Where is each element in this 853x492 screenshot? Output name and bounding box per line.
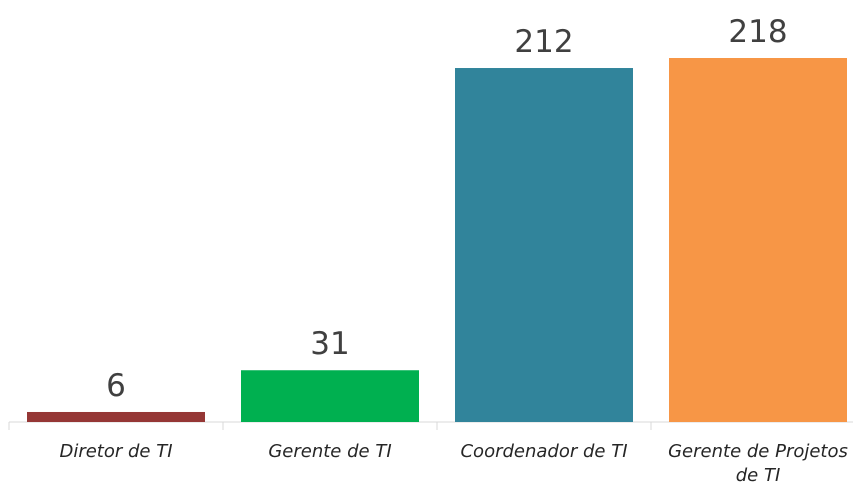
x-tick-label: Gerente de TI xyxy=(268,441,392,462)
value-label: 218 xyxy=(728,14,787,50)
value-label: 212 xyxy=(514,24,573,60)
bar xyxy=(241,370,419,422)
x-tick-label: Diretor de TI xyxy=(59,441,173,462)
value-label: 31 xyxy=(310,326,349,362)
value-label: 6 xyxy=(106,368,126,404)
x-tick-label: Coordenador de TI xyxy=(460,441,628,462)
bar xyxy=(669,58,847,422)
bar xyxy=(27,411,205,422)
bar xyxy=(455,68,633,423)
x-tick-label: Gerente de Projetos de TI xyxy=(668,441,848,486)
